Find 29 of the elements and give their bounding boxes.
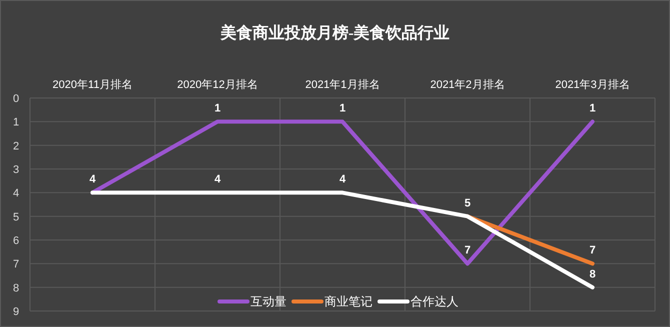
data-label: 4 bbox=[89, 174, 96, 186]
data-label: 1 bbox=[214, 102, 221, 115]
legend-label: 互动量 bbox=[250, 294, 286, 309]
legend-label: 合作达人 bbox=[410, 294, 458, 309]
y-tick-label: 3 bbox=[12, 164, 20, 176]
y-tick-label: 6 bbox=[12, 235, 20, 247]
y-tick-label: 2 bbox=[12, 140, 20, 152]
y-tick-label: 7 bbox=[12, 258, 20, 271]
x-tick-label: 2021年3月排名 bbox=[555, 79, 630, 91]
y-tick-label: 9 bbox=[12, 306, 20, 318]
data-label: 1 bbox=[339, 102, 346, 115]
x-tick-label: 2020年12月排名 bbox=[177, 79, 258, 91]
data-label: 7 bbox=[589, 244, 596, 257]
x-tick-label: 2021年1月排名 bbox=[305, 79, 380, 91]
data-label: 4 bbox=[339, 174, 346, 186]
y-tick-label: 1 bbox=[12, 116, 20, 129]
data-label: 5 bbox=[464, 197, 471, 210]
y-tick-label: 4 bbox=[12, 188, 20, 200]
y-tick-label: 8 bbox=[12, 282, 20, 294]
chart-title: 美食商业投放月榜-美食饮品行业 bbox=[219, 23, 450, 42]
legend-label: 商业笔记 bbox=[324, 294, 372, 309]
x-tick-label: 2021年2月排名 bbox=[430, 79, 505, 91]
data-label: 8 bbox=[589, 268, 596, 280]
y-tick-label: 5 bbox=[12, 211, 20, 224]
data-label: 4 bbox=[214, 174, 222, 186]
x-tick-label: 2020年11月排名 bbox=[52, 79, 132, 91]
y-tick-label: 0 bbox=[12, 93, 20, 105]
data-label: 7 bbox=[464, 244, 471, 257]
data-label: 1 bbox=[589, 102, 596, 115]
